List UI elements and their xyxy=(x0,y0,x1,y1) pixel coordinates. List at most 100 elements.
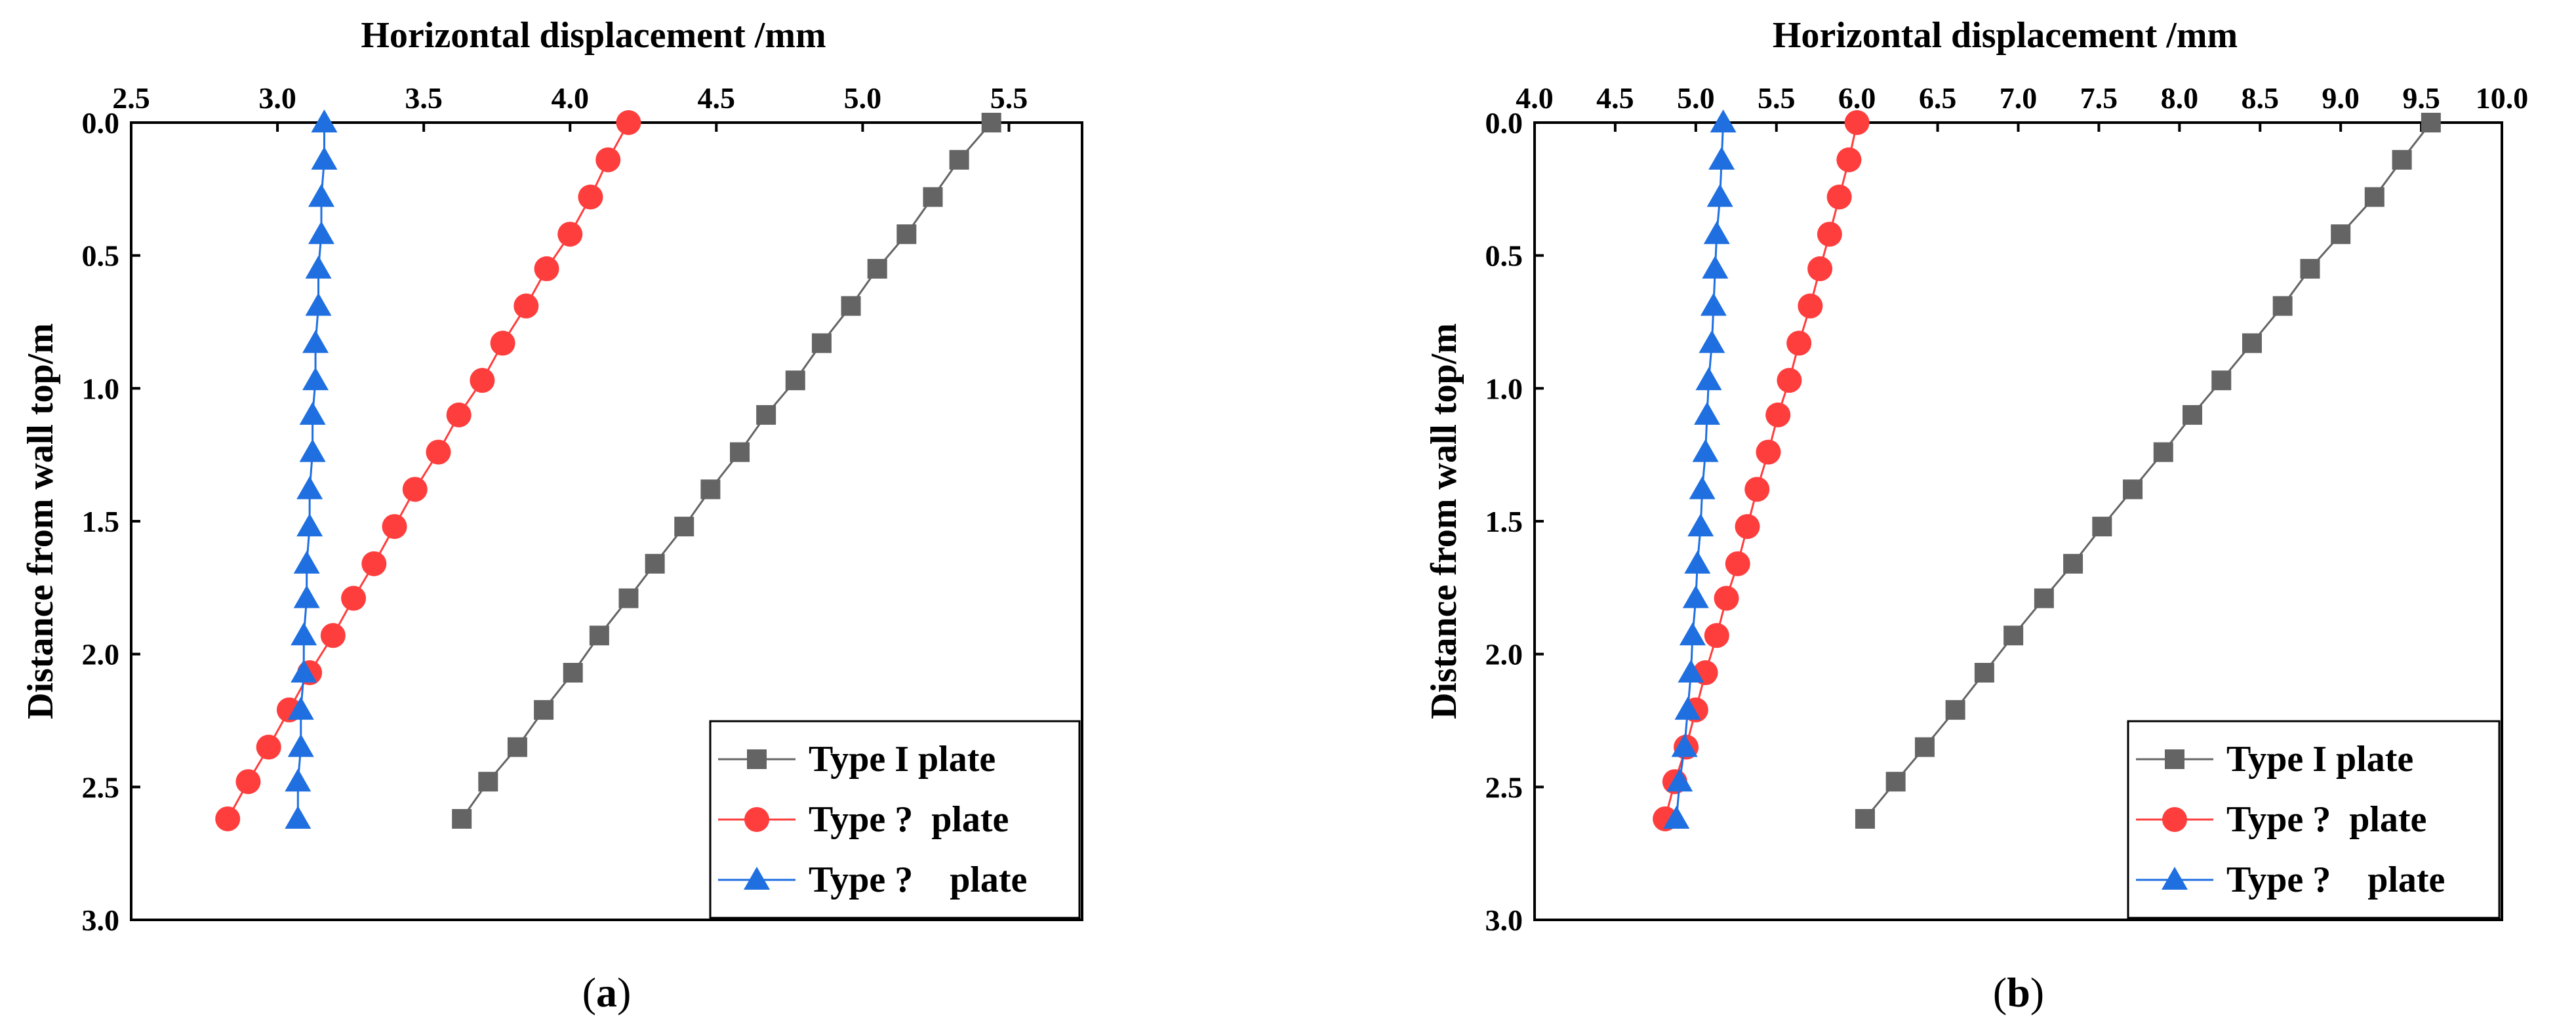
data-point xyxy=(2183,405,2202,425)
caption-paren: ) xyxy=(617,969,631,1016)
y-tick-label: 0.0 xyxy=(82,106,120,140)
data-point xyxy=(981,113,1001,132)
x-tick-label: 7.5 xyxy=(2080,81,2118,115)
legend-label: Type I plate xyxy=(809,739,996,780)
x-tick-label: 4.0 xyxy=(1516,81,1554,115)
data-point xyxy=(1735,514,1760,540)
legend-marker xyxy=(747,749,767,769)
data-point xyxy=(305,255,332,279)
data-point xyxy=(2331,224,2351,245)
data-point xyxy=(2211,370,2232,391)
y-tick-label: 1.0 xyxy=(1485,372,1523,405)
data-point xyxy=(811,333,832,353)
data-point xyxy=(2092,517,2112,537)
data-point xyxy=(302,330,329,353)
y-tick-label: 0.5 xyxy=(82,239,120,273)
data-point xyxy=(293,585,320,608)
data-point xyxy=(1855,808,1875,829)
y-tick-label: 2.5 xyxy=(1485,770,1523,804)
y-tick-label: 0.5 xyxy=(1485,239,1523,273)
data-point xyxy=(1700,292,1727,316)
data-point xyxy=(1836,147,1862,172)
data-point xyxy=(2300,258,2320,279)
data-point xyxy=(645,553,665,574)
legend-marker xyxy=(2165,749,2184,769)
panel-a: 2.5 3.0 3.5 4.0 4.5 5.0 5.5 0.0 0.5 1.0 1.5 2.0 2.5 3… xyxy=(20,15,1083,1016)
data-point xyxy=(308,221,334,245)
legend-marker xyxy=(744,867,770,890)
x-tick-label: 4.5 xyxy=(698,81,736,115)
data-point xyxy=(1885,772,1906,792)
x-tick-label: 6.5 xyxy=(1919,81,1957,115)
panel-caption: (a) xyxy=(582,969,632,1016)
data-point xyxy=(2063,553,2083,574)
y-tick-label: 2.5 xyxy=(82,770,120,804)
data-point xyxy=(285,768,312,792)
data-point xyxy=(1703,221,1730,245)
data-point xyxy=(302,367,329,391)
legend-label: Type ? plate xyxy=(809,799,1009,840)
x-tick-label: 8.0 xyxy=(2161,81,2199,115)
data-point xyxy=(1682,585,1709,608)
data-point xyxy=(1777,368,1802,393)
panel-b: 4.0 4.5 5.0 5.5 6.0 6.5 7.0 7.5 8.0 8.5 9.0 9.5 10.0… xyxy=(1424,15,2528,1016)
data-point xyxy=(311,146,338,170)
legend-label: Type I plate xyxy=(2226,739,2413,780)
x-tick-label: 6.0 xyxy=(1838,81,1876,115)
x-tick-label: 9.5 xyxy=(2402,81,2440,115)
x-tick-label: 3.0 xyxy=(258,81,296,115)
data-point xyxy=(2392,149,2412,170)
data-point xyxy=(1914,737,1935,757)
x-axis-title: Horizontal displacement /mm xyxy=(1773,15,2238,56)
data-point xyxy=(1699,330,1725,353)
legend-marker xyxy=(2162,867,2188,890)
data-point xyxy=(1945,700,1965,720)
data-point xyxy=(1678,660,1704,683)
caption-letter: a xyxy=(596,969,617,1016)
data-point xyxy=(1826,184,1852,210)
data-point xyxy=(1692,439,1719,462)
data-point xyxy=(616,110,641,135)
data-point xyxy=(293,550,320,574)
y-tick-label: 1.0 xyxy=(82,372,120,405)
data-point xyxy=(1679,622,1706,646)
data-point xyxy=(1807,256,1833,281)
panel-caption: (b) xyxy=(1993,969,2044,1016)
data-point xyxy=(320,623,346,648)
data-point xyxy=(1786,330,1812,356)
data-point xyxy=(2123,479,2143,500)
data-point xyxy=(700,479,721,500)
data-point xyxy=(2034,588,2054,608)
data-point xyxy=(287,696,314,720)
data-point xyxy=(785,370,805,391)
data-point xyxy=(589,625,609,646)
data-point xyxy=(1844,110,1870,135)
data-point xyxy=(2242,333,2262,353)
data-point xyxy=(534,256,559,281)
data-point xyxy=(296,476,323,500)
data-point xyxy=(949,149,969,170)
legend-marker xyxy=(2162,807,2187,832)
data-point xyxy=(1687,513,1714,537)
x-tick-label: 9.0 xyxy=(2322,81,2360,115)
x-tick-label: 5.0 xyxy=(844,81,882,115)
data-point xyxy=(1708,146,1735,170)
x-axis-title: Horizontal displacement /mm xyxy=(361,15,826,56)
data-point xyxy=(1674,696,1701,720)
x-tick-label: 3.5 xyxy=(405,81,443,115)
legend-label: Type ? plate xyxy=(809,860,1027,900)
data-point xyxy=(308,184,334,207)
y-tick-label: 1.5 xyxy=(1485,505,1523,538)
data-point xyxy=(730,442,750,462)
data-point xyxy=(299,401,326,425)
data-point xyxy=(1706,184,1733,207)
data-point xyxy=(2421,113,2441,132)
legend-label: Type ? plate xyxy=(2226,799,2426,840)
data-point xyxy=(1974,663,1994,683)
data-point xyxy=(1671,734,1698,757)
data-point xyxy=(291,622,317,646)
caption-paren: ( xyxy=(1993,969,2007,1016)
data-point xyxy=(215,806,241,831)
x-tick-label: 5.5 xyxy=(990,81,1028,115)
